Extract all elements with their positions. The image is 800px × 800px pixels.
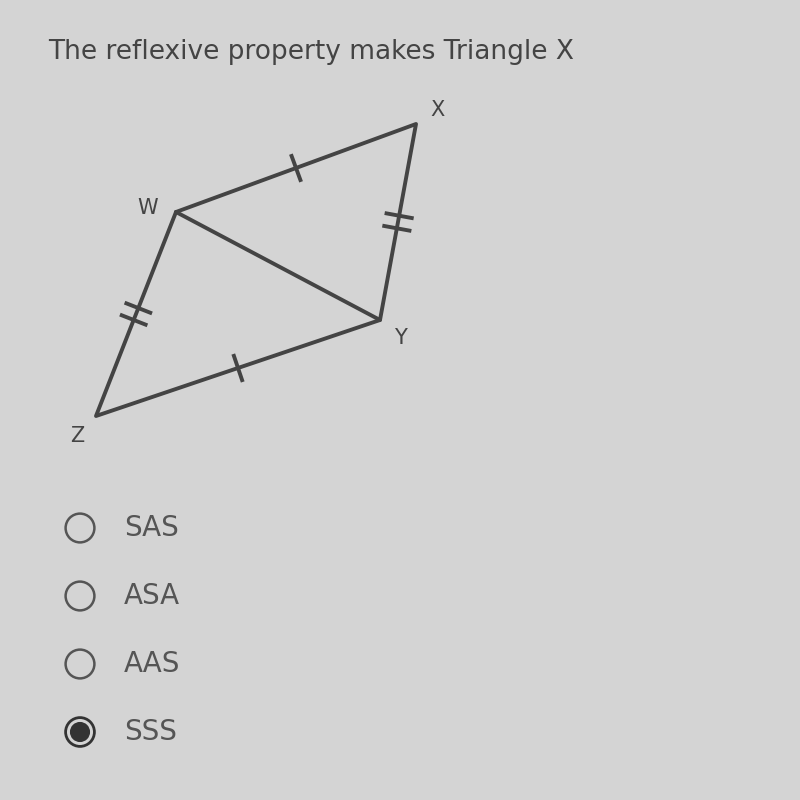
Text: SSS: SSS	[124, 718, 177, 746]
Text: X: X	[430, 100, 445, 120]
Text: ASA: ASA	[124, 582, 180, 610]
Circle shape	[70, 722, 90, 742]
Text: AAS: AAS	[124, 650, 180, 678]
Text: The reflexive property makes Triangle X: The reflexive property makes Triangle X	[48, 39, 574, 65]
Text: SAS: SAS	[124, 514, 178, 542]
Text: W: W	[138, 198, 158, 218]
Text: Y: Y	[394, 328, 407, 348]
Text: Z: Z	[70, 426, 84, 446]
